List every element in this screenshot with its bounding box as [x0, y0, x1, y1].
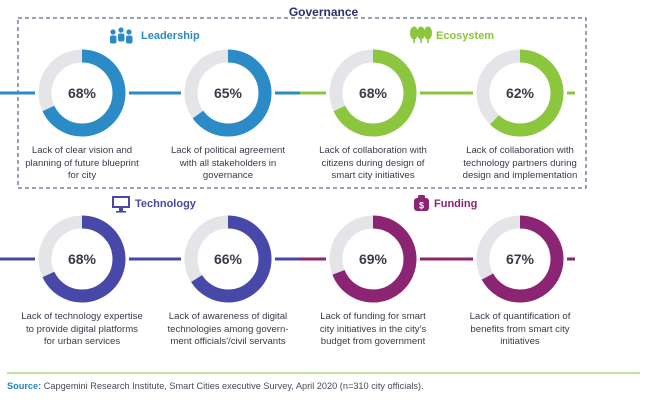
donut-arc [476, 49, 564, 137]
caption: Lack of technology expertise to provide d… [12, 311, 152, 349]
header-technology: Technology [135, 198, 196, 210]
donut-value-label: 69% [359, 251, 388, 267]
caption-line: citizens during design of [321, 157, 425, 169]
caption-line: for city [67, 170, 97, 181]
caption-line: initiatives [500, 336, 540, 347]
caption-line: Lack of awareness of digital [168, 311, 288, 322]
donut-arc [38, 215, 126, 303]
caption-line: to provide digital platforms [26, 323, 138, 335]
caption: Lack of collaboration with technology par… [450, 145, 590, 183]
caption-line: Lack of quantification of [469, 311, 571, 322]
caption-line: Lack of clear vision and [31, 145, 133, 156]
money-bag-icon: $ [414, 195, 429, 211]
header-ecosystem: Ecosystem [436, 30, 495, 42]
caption-line: Lack of collaboration with [466, 145, 574, 156]
caption: Lack of clear vision and planning of futu… [12, 145, 152, 183]
caption-line: for urban services [43, 336, 121, 347]
computer-icon [112, 196, 130, 213]
caption-line: benefits from smart city [470, 323, 570, 335]
caption-line: governance [202, 170, 254, 181]
donut-value-label: 67% [506, 251, 535, 267]
source-label: Source: [7, 381, 42, 391]
donut-value-label: 66% [214, 251, 243, 267]
caption-line: Lack of political agreement [170, 145, 286, 156]
caption-line: Lack of collaboration with [319, 145, 427, 156]
governance-frame [17, 17, 587, 189]
donut-value-label: 62% [506, 85, 535, 101]
caption-line: smart city initiatives [331, 170, 415, 181]
caption-line: city initiatives in the city's [319, 323, 427, 335]
donut-arc [329, 215, 417, 303]
caption-line: technology partners during [463, 157, 577, 169]
caption: Lack of funding for smart city initiative… [303, 311, 443, 349]
caption: Lack of political agreement with all stak… [158, 145, 298, 183]
donut-value-label: 68% [68, 251, 97, 267]
people-icon [110, 27, 133, 44]
caption-line: budget from government [320, 336, 426, 347]
caption-line: with all stakeholders in [179, 157, 277, 169]
donut-arc [329, 49, 417, 137]
source-note: Source: Capgemini Research Institute, Sm… [7, 381, 424, 391]
caption-line: ment officials'/civil servants [170, 336, 286, 347]
donut-arc [184, 215, 272, 303]
caption-line: technologies among govern- [167, 323, 289, 335]
donut-arc [476, 215, 564, 303]
caption-line: design and implementation [462, 170, 578, 181]
header-leadership: Leadership [141, 30, 200, 42]
trees-icon [410, 26, 432, 43]
caption-line: planning of future blueprint [25, 157, 139, 169]
source-text: Capgemini Research Institute, Smart Citi… [43, 381, 424, 391]
donut-value-label: 65% [214, 85, 243, 101]
donut-value-label: 68% [68, 85, 97, 101]
header-funding: Funding [434, 198, 478, 210]
donut-arc [184, 49, 272, 137]
caption: Lack of collaboration with citizens durin… [303, 145, 443, 183]
donut-group: 68% 65% 68% 62% 68% 66% 69% 67% [35, 46, 567, 306]
caption-line: Lack of funding for smart [320, 311, 426, 322]
caption: Lack of awareness of digital technologies… [158, 311, 298, 349]
donut-value-label: 68% [359, 85, 388, 101]
donut-arc [38, 49, 126, 137]
caption-line: Lack of technology expertise [21, 311, 143, 322]
svg-text:$: $ [419, 201, 424, 211]
chart-title: Governance [288, 5, 359, 19]
caption: Lack of quantification of benefits from s… [450, 311, 590, 349]
